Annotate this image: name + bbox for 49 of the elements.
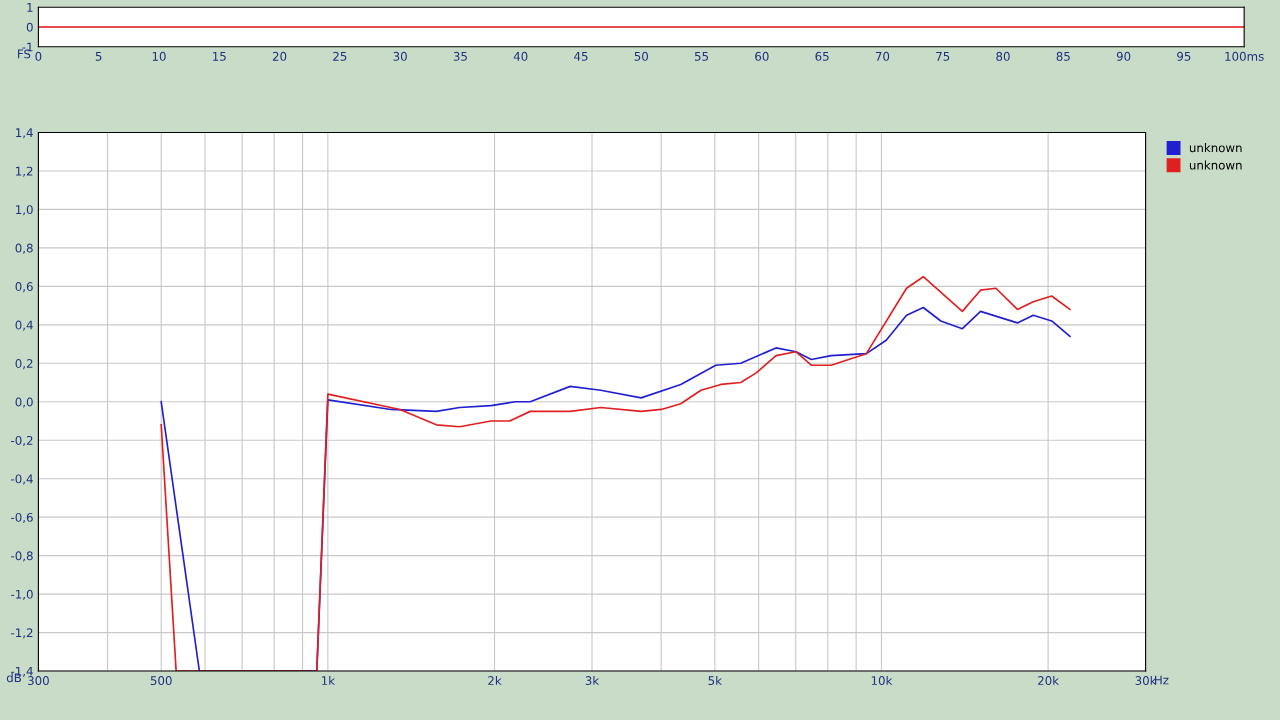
y-tick-label: -0,6 xyxy=(11,512,33,524)
x-tick-label: 45 xyxy=(574,52,588,61)
x-tick-label: 15 xyxy=(213,52,226,61)
x-tick-label: 90 xyxy=(1116,51,1131,61)
x-tick-label: 1k xyxy=(321,675,336,685)
x-tick-label: 100ms xyxy=(1225,51,1264,61)
x-tick-label: 5k xyxy=(708,675,722,686)
x-tick-label: 300 xyxy=(28,676,49,686)
x-tick-label: 70 xyxy=(875,51,890,61)
x-tick-label: 3k xyxy=(585,675,600,686)
x-axis-title: Hz xyxy=(1155,675,1169,685)
y-tick-label: 1 xyxy=(27,3,33,12)
y-tick-label: 0 xyxy=(26,22,33,32)
x-tick-label: 85 xyxy=(1056,51,1070,61)
x-tick-label: 65 xyxy=(815,51,829,61)
x-tick-label: 30k xyxy=(1135,675,1157,686)
y-tick-label: 0,8 xyxy=(15,243,33,254)
x-tick-label: 20 xyxy=(272,51,287,61)
legend-label: unknown xyxy=(1189,160,1242,170)
x-tick-label: 35 xyxy=(453,51,467,61)
y-tick-label: 0,4 xyxy=(15,320,33,331)
y-tick-label: 1,4 xyxy=(16,128,33,139)
y-tick-label: -0,2 xyxy=(11,435,33,447)
y-tick-label: -0,4 xyxy=(11,474,33,485)
x-tick-label: 10k xyxy=(871,675,893,686)
x-tick-label: 20k xyxy=(1038,675,1060,686)
x-tick-label: 30 xyxy=(393,51,407,61)
y-tick-label: 1,0 xyxy=(16,205,33,216)
y-tick-label: -0,8 xyxy=(11,551,33,562)
x-tick-label: 55 xyxy=(694,52,709,61)
x-tick-label: 60 xyxy=(755,51,769,61)
x-tick-label: 5 xyxy=(95,52,102,61)
x-tick-label: 80 xyxy=(996,51,1010,61)
y-tick-label: 0,0 xyxy=(15,397,33,408)
y-tick-label: 0,6 xyxy=(15,282,33,293)
x-tick-label: 40 xyxy=(513,51,528,61)
x-tick-label: 95 xyxy=(1177,51,1191,61)
y-tick-label: 0,2 xyxy=(15,359,33,370)
y-tick-label: -1,2 xyxy=(11,628,33,639)
legend-label: unknown xyxy=(1189,143,1242,153)
y-tick-label: 1,2 xyxy=(16,166,33,177)
x-tick-label: 75 xyxy=(936,52,950,61)
x-tick-label: 0 xyxy=(35,51,42,61)
y-tick-label: -1,0 xyxy=(11,589,33,600)
x-tick-label: 500 xyxy=(150,676,172,686)
x-tick-label: 50 xyxy=(634,51,649,61)
x-tick-label: 10 xyxy=(152,51,166,61)
x-tick-label: 25 xyxy=(333,51,347,61)
x-tick-label: 2k xyxy=(488,675,502,685)
